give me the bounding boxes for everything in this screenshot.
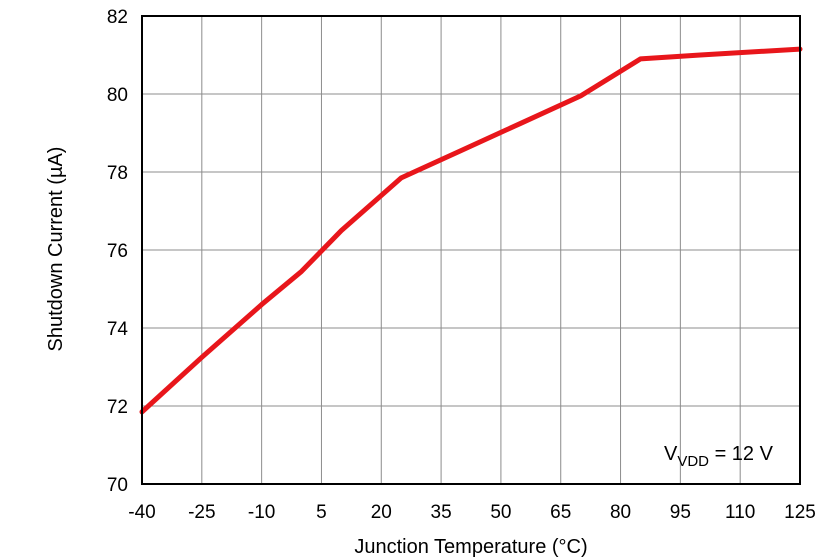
x-tick-label: 50	[490, 502, 511, 523]
plot-frame	[141, 15, 801, 485]
x-tick-label: -40	[128, 502, 155, 523]
x-tick-label: 80	[610, 502, 631, 523]
x-tick-label: 125	[784, 502, 816, 523]
y-tick-label: 74	[107, 319, 129, 340]
grid	[142, 16, 800, 484]
annotation-main: V	[664, 443, 678, 465]
x-tick-label: 110	[725, 502, 755, 523]
y-tick-label: 80	[107, 85, 128, 106]
x-axis-title: Junction Temperature (°C)	[354, 536, 587, 558]
y-tick-label: 72	[107, 397, 128, 418]
y-tick-label: 76	[107, 241, 128, 262]
x-tick-label: 5	[316, 502, 327, 523]
x-tick-label: 35	[431, 502, 452, 523]
series-layer	[139, 46, 803, 415]
x-tick-label: 65	[550, 502, 571, 523]
x-tick-label: -10	[248, 502, 275, 523]
x-tick-label: 20	[371, 502, 392, 523]
y-tick-label: 78	[107, 163, 128, 184]
y-tick-labels: 70 72 74 76 78 80 82	[107, 7, 129, 496]
x-tick-labels: -40 -25 -10 5 20 35 50 65 80 95 110 125	[128, 502, 816, 523]
series-line	[139, 46, 803, 415]
x-tick-label: 95	[670, 502, 691, 523]
annotation-subscript: VDD	[677, 453, 709, 470]
y-axis-title: Shutdown Current (µA)	[45, 147, 67, 352]
annotation-tail: = 12 V	[709, 443, 774, 465]
vdd-annotation: VVDD = 12 V	[664, 443, 774, 470]
y-tick-label: 82	[107, 7, 128, 28]
y-tick-label: 70	[107, 475, 128, 496]
x-tick-label: -25	[188, 502, 215, 523]
